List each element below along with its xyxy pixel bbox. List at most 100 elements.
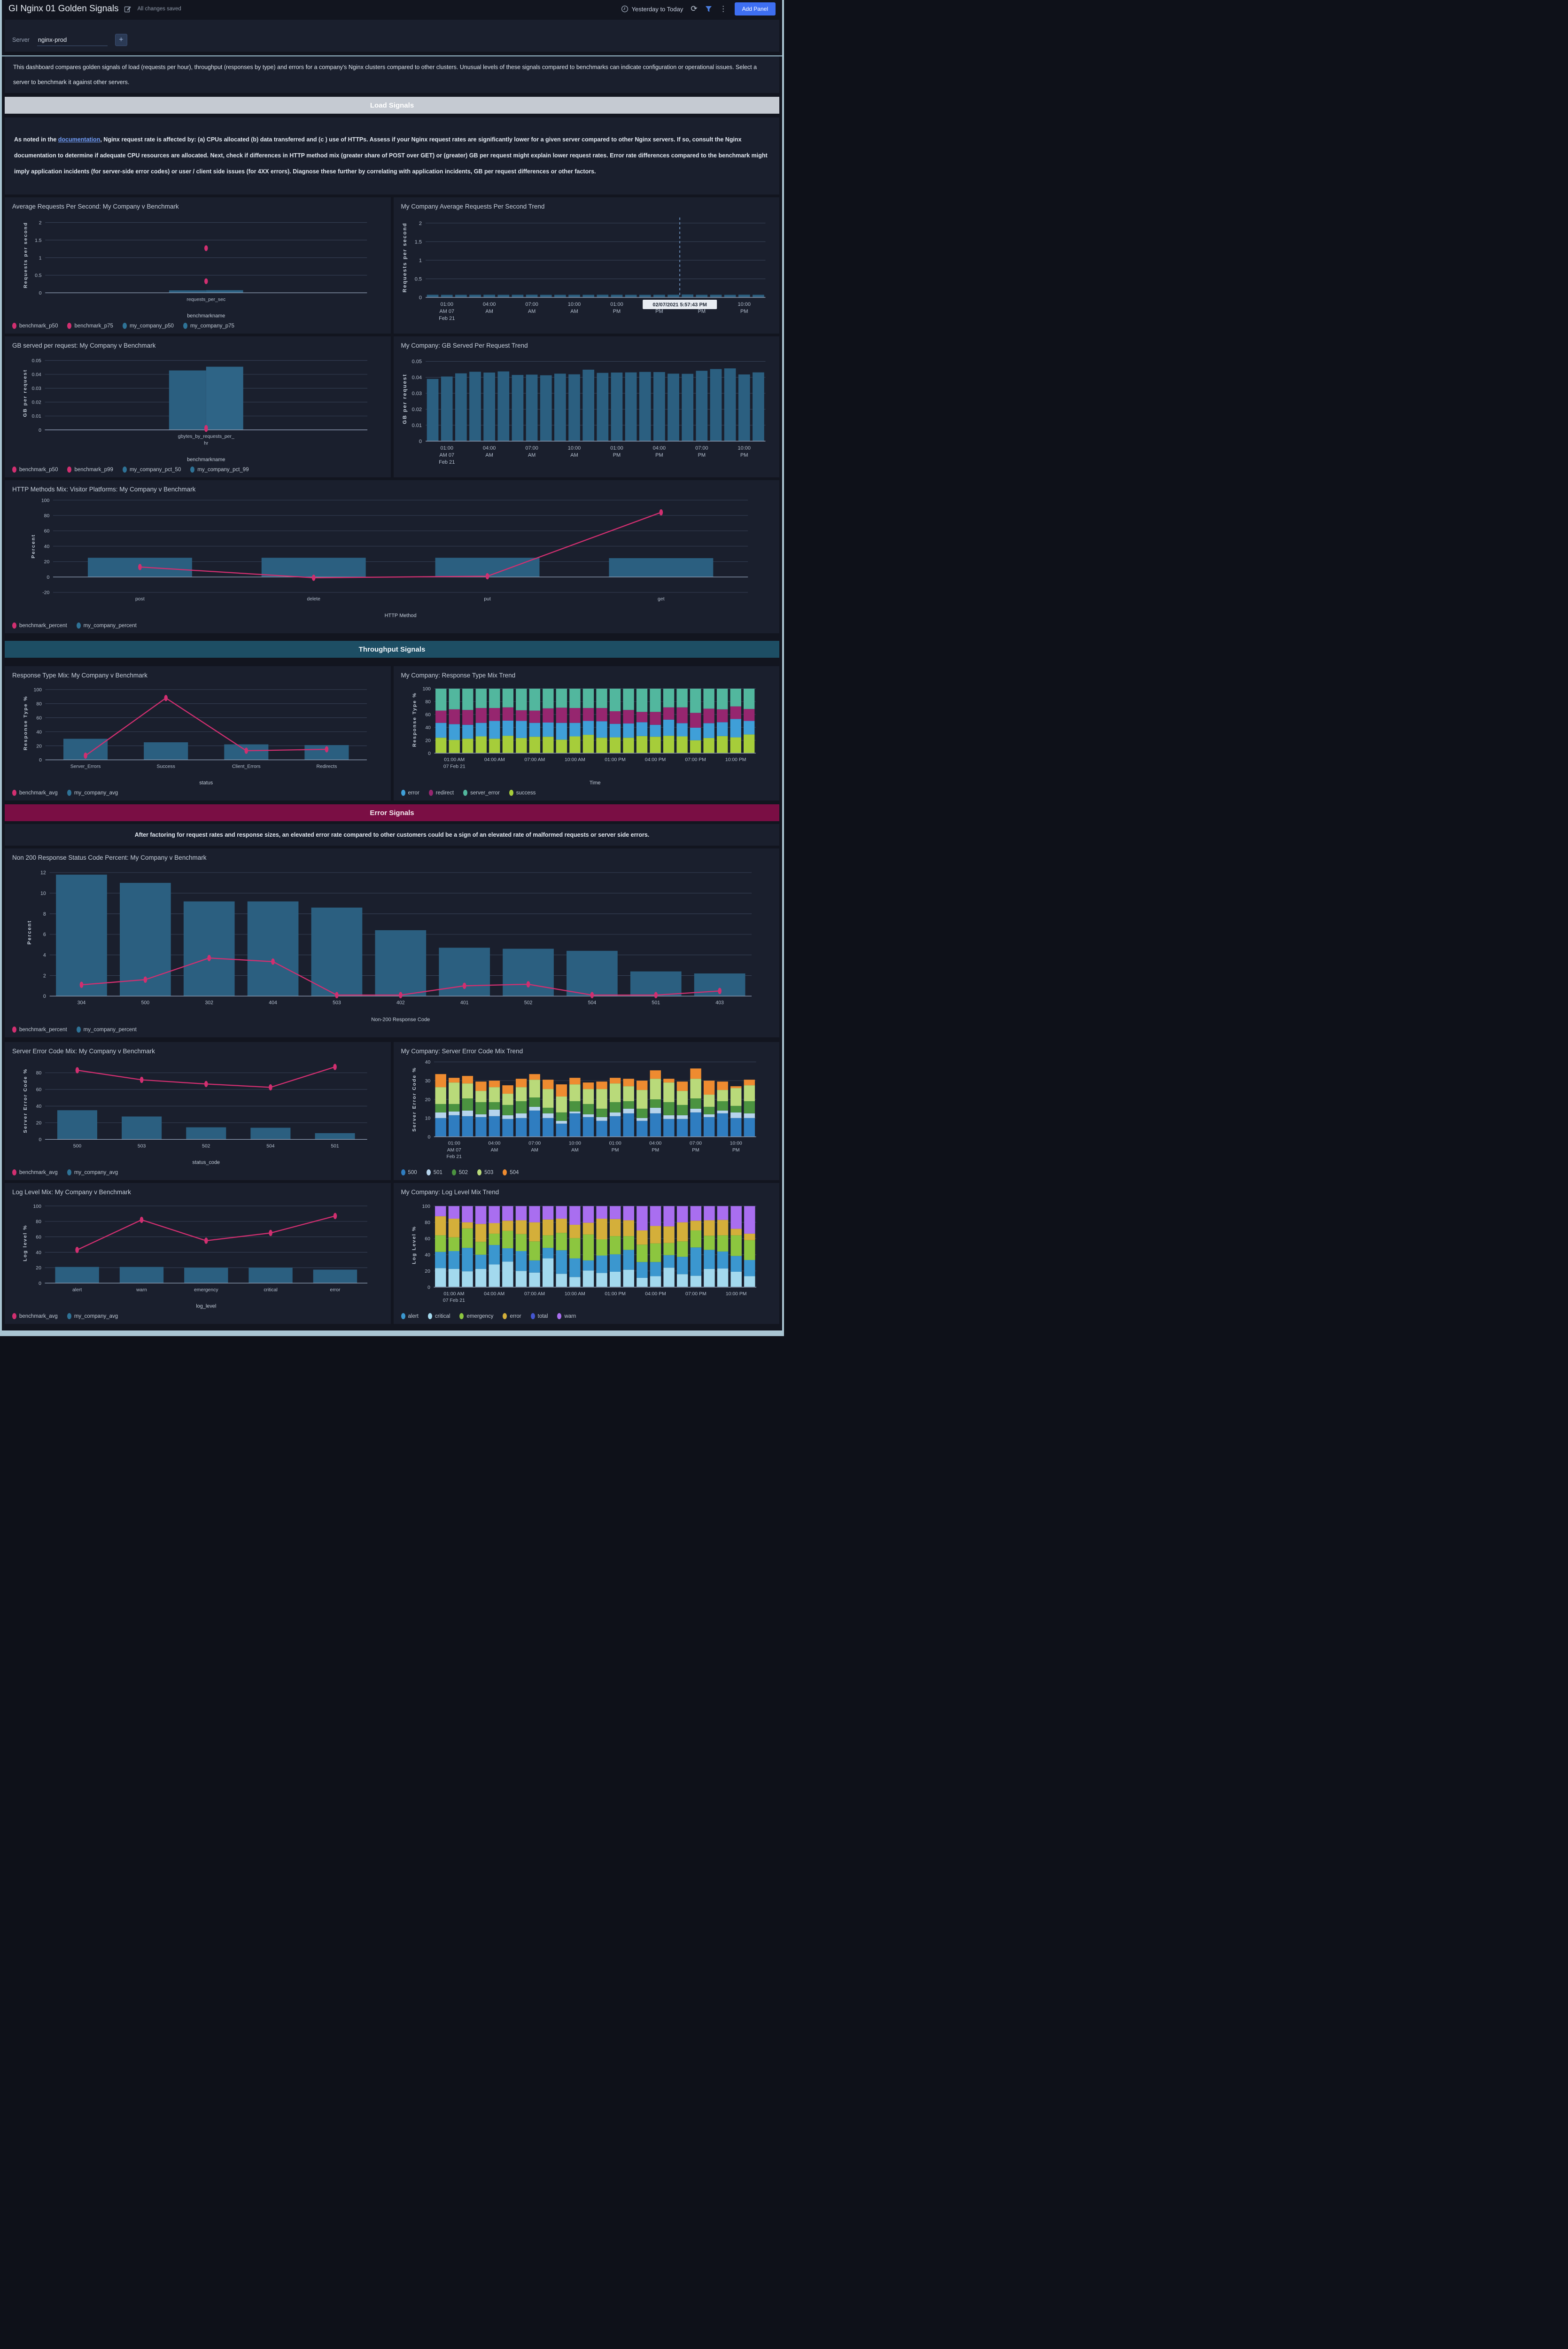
- svg-text:07:00 PM: 07:00 PM: [685, 1291, 706, 1297]
- legend-item[interactable]: my_company_p50: [122, 323, 174, 329]
- svg-text:0: 0: [427, 1285, 430, 1291]
- legend-item[interactable]: benchmark_percent: [12, 622, 67, 629]
- svg-text:HTTP Method: HTTP Method: [385, 613, 417, 618]
- server-error-code-mix-trend-chart[interactable]: 0 10 20 30 40 Server Error Code % 01:00 AM 07Fe…: [400, 1057, 773, 1167]
- legend-label: alert: [408, 1313, 419, 1319]
- svg-text:Feb 21: Feb 21: [439, 459, 455, 465]
- legend-item[interactable]: benchmark_avg: [12, 1313, 58, 1319]
- legend-item[interactable]: my_company_p75: [183, 323, 234, 329]
- legend-item[interactable]: my_company_avg: [67, 1169, 118, 1175]
- chart-legend[interactable]: benchmark_avg my_company_avg: [11, 1167, 384, 1176]
- legend-item[interactable]: my_company_pct_99: [190, 467, 249, 473]
- legend-item[interactable]: emergency: [459, 1313, 493, 1319]
- legend-item[interactable]: benchmark_p50: [12, 467, 58, 473]
- avg-requests-trend-chart[interactable]: 0 0.5 1 1.5 2 Requests per second 01:00 AM 07 Fe…: [400, 212, 773, 330]
- chart-legend[interactable]: benchmark_percent my_company_percent: [11, 621, 773, 630]
- chart-legend[interactable]: benchmark_p50 benchmark_p75 my_company_p50…: [11, 321, 384, 330]
- legend-item[interactable]: success: [509, 790, 536, 796]
- legend-item[interactable]: benchmark_avg: [12, 1169, 58, 1175]
- add-panel-button[interactable]: Add Panel: [734, 2, 776, 16]
- svg-text:0: 0: [428, 751, 431, 756]
- chart-legend[interactable]: benchmark_percent my_company_percent: [11, 1025, 773, 1034]
- legend-item[interactable]: benchmark_p50: [12, 323, 58, 329]
- legend-marker-icon: [76, 622, 81, 629]
- svg-text:01:00: 01:00: [440, 445, 453, 451]
- svg-text:log_level: log_level: [196, 1303, 216, 1309]
- refresh-icon[interactable]: ⟳: [691, 4, 698, 13]
- dashboard-header: GI Nginx 01 Golden Signals All changes s…: [5, 0, 779, 18]
- legend-item[interactable]: 504: [503, 1169, 519, 1175]
- chart-legend[interactable]: 500 501 502 503 504: [400, 1167, 773, 1176]
- server-error-code-mix-chart[interactable]: 0 20 40 60 80 Server Error Code % status_code 5…: [11, 1057, 384, 1167]
- svg-text:AM: AM: [528, 309, 536, 314]
- legend-item[interactable]: 502: [451, 1169, 468, 1175]
- legend-item[interactable]: total: [530, 1313, 548, 1319]
- chart-title: My Company Average Requests Per Second T…: [401, 203, 545, 210]
- svg-text:PM: PM: [652, 1148, 659, 1153]
- add-variable-button[interactable]: +: [115, 34, 127, 46]
- avg-requests-chart[interactable]: 0 0.5 1 1.5 2 Requests per second benchmarknam…: [11, 212, 384, 321]
- svg-text:Percent: Percent: [31, 534, 36, 559]
- http-methods-mix-chart[interactable]: -20 0 20 40 60 80 100 Percent HTTP Method post del…: [11, 495, 773, 621]
- legend-item[interactable]: 503: [477, 1169, 493, 1175]
- legend-label: benchmark_p99: [74, 467, 113, 473]
- time-range-selector[interactable]: Yesterday to Today: [621, 5, 683, 13]
- error-signals-note: After factoring for request rates and re…: [134, 832, 650, 838]
- legend-item[interactable]: my_company_pct_50: [122, 467, 181, 473]
- svg-text:01:00: 01:00: [609, 1141, 621, 1146]
- legend-item[interactable]: my_company_percent: [76, 622, 137, 629]
- legend-item[interactable]: benchmark_p99: [67, 467, 113, 473]
- non200-status-code-chart[interactable]: 0 2 4 6 8 10 12 Percent Non-200 Response Code 304…: [11, 863, 773, 1025]
- svg-text:20: 20: [36, 1121, 42, 1126]
- legend-item[interactable]: server_error: [463, 790, 500, 796]
- gb-per-request-trend-chart[interactable]: 0 0.01 0.02 0.03 0.04 0.05 GB per request 01:00…: [400, 351, 773, 474]
- legend-marker-icon: [190, 467, 195, 473]
- legend-label: my_company_p50: [129, 323, 174, 329]
- filter-icon[interactable]: [705, 6, 712, 13]
- legend-item[interactable]: 501: [426, 1169, 442, 1175]
- legend-item[interactable]: error: [503, 1313, 521, 1319]
- svg-text:10:00: 10:00: [730, 1141, 742, 1146]
- svg-text:503: 503: [138, 1143, 146, 1149]
- chart-legend[interactable]: alert critical emergency error total warn: [400, 1311, 773, 1320]
- legend-item[interactable]: my_company_percent: [76, 1027, 137, 1033]
- legend-item[interactable]: critical: [427, 1313, 450, 1319]
- legend-item[interactable]: benchmark_percent: [12, 1027, 67, 1033]
- legend-item[interactable]: redirect: [428, 790, 454, 796]
- legend-item[interactable]: benchmark_p75: [67, 323, 113, 329]
- legend-item[interactable]: alert: [401, 1313, 419, 1319]
- legend-item[interactable]: error: [401, 790, 419, 796]
- log-level-mix-chart[interactable]: 0 20 40 60 80 100 Log level % log_level alert war…: [11, 1198, 384, 1311]
- svg-text:benchmarkname: benchmarkname: [187, 457, 225, 462]
- legend-item[interactable]: 500: [401, 1169, 417, 1175]
- svg-text:Server Error Code %: Server Error Code %: [412, 1067, 417, 1132]
- svg-text:0: 0: [39, 1281, 41, 1286]
- chart-title: Average Requests Per Second: My Company …: [12, 203, 179, 210]
- chart-legend[interactable]: benchmark_p50 benchmark_p99 my_company_pct…: [11, 465, 384, 474]
- svg-text:Response Type %: Response Type %: [412, 692, 417, 747]
- divider: [2, 55, 782, 56]
- legend-item[interactable]: my_company_avg: [67, 790, 118, 796]
- svg-text:10: 10: [40, 891, 46, 896]
- svg-text:503: 503: [333, 1000, 341, 1006]
- kebab-menu-icon[interactable]: ⋮: [719, 5, 727, 13]
- section-title: Throughput Signals: [358, 645, 426, 653]
- svg-text:PM: PM: [698, 309, 706, 314]
- chart-legend[interactable]: error redirect server_error success: [400, 788, 773, 797]
- chart-legend[interactable]: benchmark_avg my_company_avg: [11, 788, 384, 797]
- legend-label: 501: [433, 1169, 442, 1175]
- legend-item[interactable]: my_company_avg: [67, 1313, 118, 1319]
- edit-icon[interactable]: [124, 5, 132, 13]
- documentation-link[interactable]: documentation: [58, 136, 101, 143]
- legend-item[interactable]: benchmark_avg: [12, 790, 58, 796]
- chart-legend[interactable]: benchmark_avg my_company_avg: [11, 1311, 384, 1320]
- svg-text:07 Feb 21: 07 Feb 21: [443, 764, 465, 769]
- response-type-mix-chart[interactable]: 0 20 40 60 80 100 Response Type % status Server_…: [11, 681, 384, 788]
- legend-item[interactable]: warn: [557, 1313, 576, 1319]
- svg-text:1: 1: [39, 256, 42, 261]
- response-type-mix-trend-chart[interactable]: 0 20 40 60 80 100 Response Type % Time 01:00 AM 0…: [400, 681, 773, 788]
- server-variable-input[interactable]: [37, 36, 108, 46]
- gb-per-request-chart[interactable]: 0 0.01 0.02 0.03 0.04 0.05 GB per request bench…: [11, 351, 384, 465]
- legend-label: benchmark_p75: [74, 323, 113, 329]
